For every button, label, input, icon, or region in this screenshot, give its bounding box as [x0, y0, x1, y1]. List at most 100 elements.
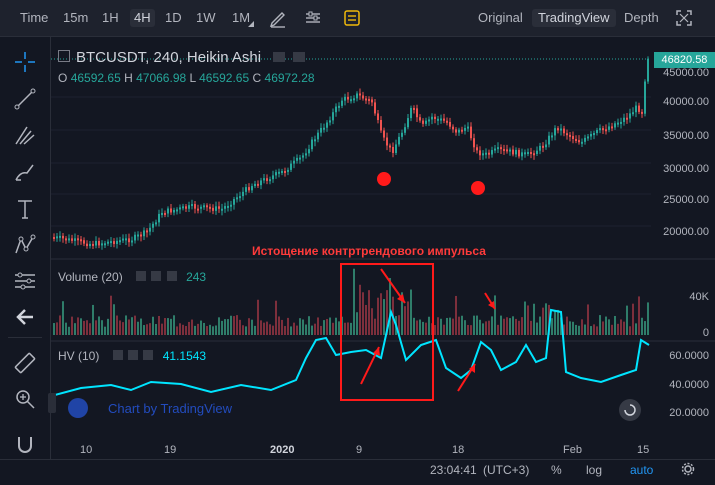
- time-label: 19: [164, 444, 177, 456]
- volume-bar: [92, 304, 94, 335]
- volume-bar: [569, 321, 571, 335]
- candle: [131, 240, 133, 243]
- pencil-icon[interactable]: [268, 8, 288, 28]
- collapse-legend-icon[interactable]: [58, 50, 70, 62]
- candle: [572, 136, 574, 140]
- volume-bar: [203, 322, 205, 335]
- text-icon[interactable]: [13, 197, 37, 221]
- hv-settings-icon[interactable]: [128, 350, 139, 360]
- interval-1w[interactable]: 1W: [196, 10, 216, 25]
- o-value: 46592.65: [70, 71, 121, 85]
- measure-icon[interactable]: [13, 269, 37, 293]
- candle: [275, 172, 277, 176]
- indicators-icon[interactable]: [303, 8, 323, 28]
- volume-settings-icon[interactable]: [151, 271, 162, 281]
- settings-icon[interactable]: [293, 52, 306, 62]
- volume-bar: [623, 321, 625, 335]
- reset-chart-icon[interactable]: [618, 398, 642, 422]
- volume-visibility-icon[interactable]: [136, 271, 147, 281]
- interval-1d[interactable]: 1D: [165, 10, 182, 25]
- candle: [617, 122, 619, 125]
- crosshair-icon[interactable]: [13, 50, 37, 74]
- price-candles: [53, 56, 649, 250]
- timezone[interactable]: (UTC+3): [483, 463, 530, 477]
- volume-bar: [371, 308, 373, 335]
- view-depth[interactable]: Depth: [624, 10, 659, 25]
- interval-1h[interactable]: 1H: [102, 10, 119, 25]
- candle: [227, 205, 229, 208]
- candle: [272, 175, 274, 180]
- interval-1m[interactable]: 1M: [232, 10, 251, 25]
- arrow-left-icon[interactable]: [13, 305, 37, 329]
- candle: [470, 126, 472, 139]
- pattern-icon[interactable]: [13, 233, 37, 257]
- hv-axis-label: 60.0000: [669, 350, 709, 362]
- view-tradingview[interactable]: TradingView: [532, 9, 616, 27]
- price-axis[interactable]: 46820.58 45000.00 40000.00 35000.00 3000…: [654, 37, 715, 442]
- candle: [488, 152, 490, 155]
- volume-bar: [68, 326, 70, 335]
- candle: [128, 238, 130, 243]
- pitchfork-icon[interactable]: [13, 123, 37, 147]
- interval-15m[interactable]: 15m: [63, 10, 89, 25]
- interval-4h[interactable]: 4H: [130, 9, 155, 27]
- candle: [509, 149, 511, 152]
- volume-bar: [239, 319, 241, 335]
- visibility-icon[interactable]: [273, 52, 286, 62]
- volume-bar: [359, 284, 361, 335]
- fullscreen-icon[interactable]: [674, 8, 694, 28]
- annotation-text: Истощение контртрендового импульса: [252, 244, 486, 258]
- candle: [281, 170, 283, 173]
- candle: [218, 206, 220, 209]
- volume-bar: [584, 324, 586, 335]
- time-label: Feb: [563, 444, 582, 456]
- volume-bar: [317, 317, 319, 335]
- brush-icon[interactable]: [13, 160, 37, 184]
- gear-icon[interactable]: [681, 462, 695, 476]
- auto-toggle[interactable]: auto: [630, 463, 654, 477]
- volume-axis-label: 0: [702, 327, 709, 339]
- price-label: 30000.00: [663, 163, 709, 175]
- interval-time[interactable]: Time: [20, 10, 49, 25]
- candle: [644, 81, 646, 114]
- volume-bar: [356, 312, 358, 335]
- volume-bar: [533, 303, 535, 335]
- h-value: 47066.98: [136, 71, 187, 85]
- log-toggle[interactable]: log: [586, 463, 603, 477]
- volume-bar: [407, 301, 409, 335]
- candle: [533, 153, 535, 156]
- candle: [296, 157, 298, 161]
- candle: [134, 234, 136, 241]
- trend-line-icon[interactable]: [13, 87, 37, 111]
- volume-bar: [596, 326, 598, 335]
- volume-bar: [167, 318, 169, 335]
- chart-canvas[interactable]: [51, 37, 715, 442]
- candle: [413, 107, 415, 110]
- candle: [482, 153, 484, 156]
- volume-bar: [557, 309, 559, 335]
- volume-close-icon[interactable]: [166, 271, 177, 281]
- percent-toggle[interactable]: %: [551, 463, 562, 477]
- volume-bar: [134, 315, 136, 335]
- volume-bar: [374, 318, 376, 335]
- hv-visibility-icon[interactable]: [112, 350, 123, 360]
- volume-bar: [260, 320, 262, 335]
- magnet-icon[interactable]: [13, 433, 37, 457]
- volume-bar: [485, 321, 487, 335]
- templates-icon[interactable]: [342, 8, 362, 28]
- dropdown-corner-icon: [248, 21, 254, 27]
- hv-close-icon[interactable]: [143, 350, 154, 360]
- ruler-icon[interactable]: [13, 351, 37, 375]
- volume-bar: [566, 316, 568, 335]
- zoom-icon[interactable]: [13, 387, 37, 411]
- scroll-left-handle[interactable]: [48, 393, 56, 413]
- candle: [506, 149, 508, 152]
- candle: [113, 241, 115, 244]
- volume-bar: [323, 320, 325, 335]
- volume-bar: [416, 320, 418, 335]
- volume-bar: [539, 316, 541, 335]
- view-original[interactable]: Original: [478, 10, 523, 25]
- candle: [512, 149, 514, 155]
- volume-bar: [233, 316, 235, 335]
- candle: [56, 236, 58, 239]
